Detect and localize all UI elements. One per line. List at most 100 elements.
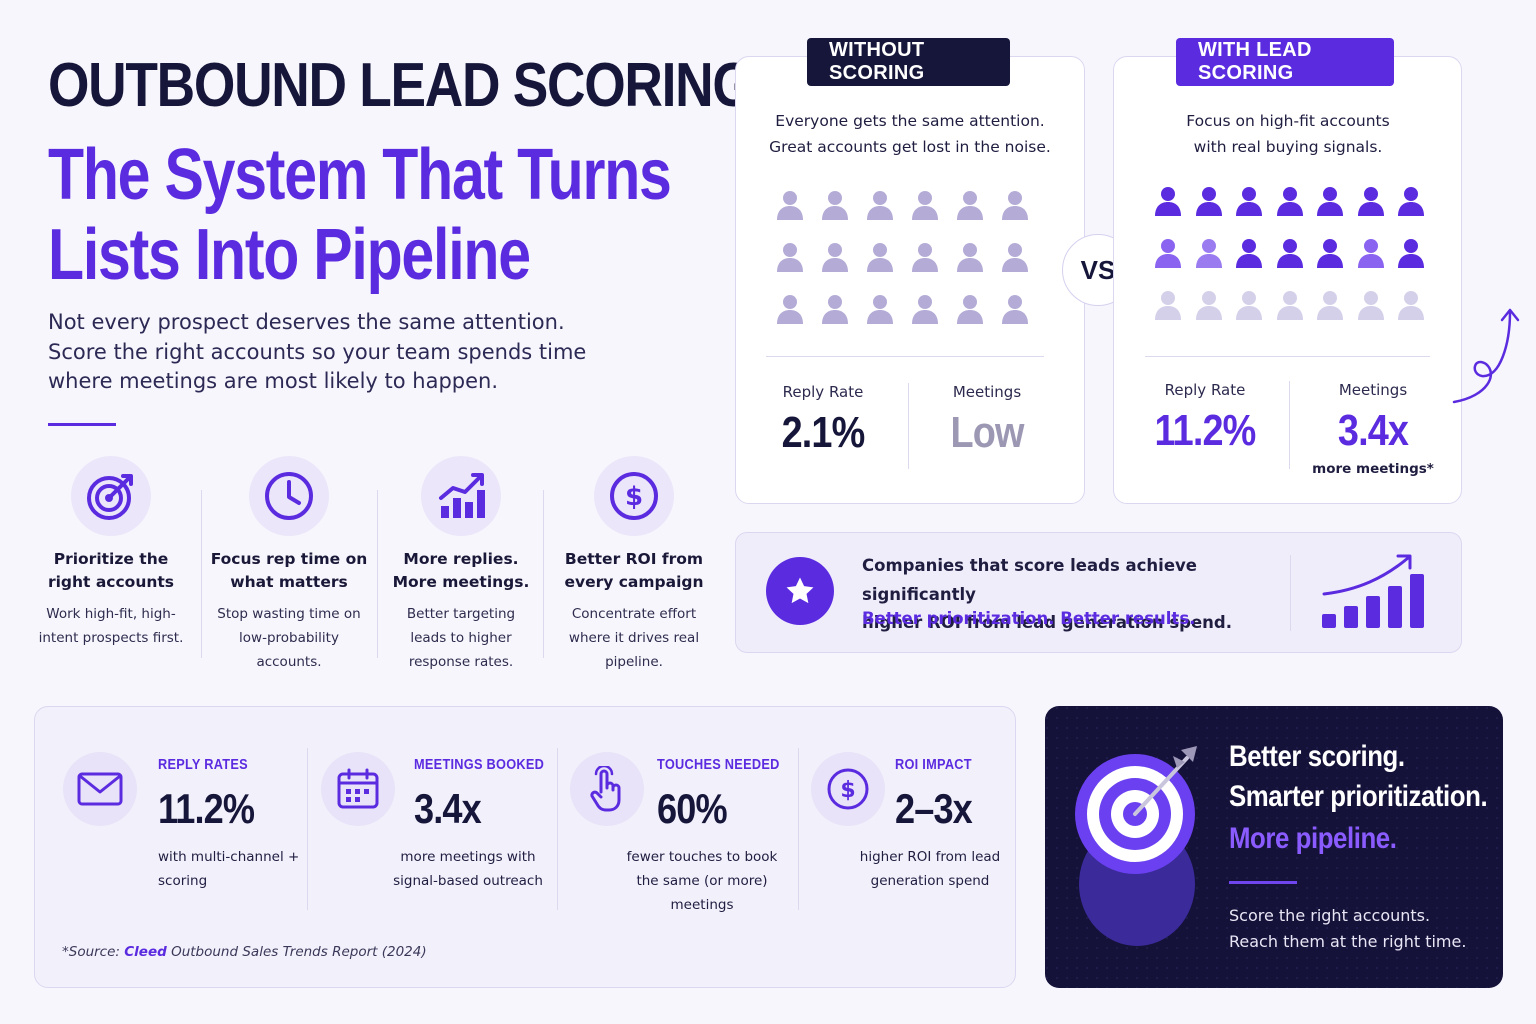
without-meetings-label: Meetings <box>952 383 1022 401</box>
target-icon <box>71 456 151 536</box>
feature-title: More replies. More meetings. <box>376 548 546 594</box>
person-icon <box>1234 186 1264 216</box>
banner-line: Companies that score leads achieve signi… <box>862 556 1197 604</box>
clock-icon <box>249 456 329 536</box>
dollar-icon: $ <box>811 752 885 826</box>
feature-divider <box>377 490 378 658</box>
feature-title-line: Focus rep time on <box>210 550 368 568</box>
subtitle-line-1: Not every prospect deserves the same att… <box>48 310 565 334</box>
metric-desc-line: more meetings with <box>400 849 536 865</box>
target-arrow-illustration <box>1045 706 1503 988</box>
pipeline-callout <box>1045 706 1503 988</box>
calendar-icon <box>321 752 395 826</box>
person-icon <box>910 294 940 324</box>
metric-desc-line: signal-based outreach <box>393 873 543 889</box>
card-desc-line: Focus on high-fit accounts <box>1186 112 1390 130</box>
feature-desc-line: Work high-fit, high- <box>46 606 176 622</box>
without-reply-rate-label: Reply Rate <box>782 383 864 401</box>
card-desc-line: Great accounts get lost in the noise. <box>769 138 1051 156</box>
with-meetings-label: Meetings <box>1338 381 1408 399</box>
banner-divider <box>1290 555 1291 631</box>
person-icon <box>820 242 850 272</box>
feature-title-line: what matters <box>230 573 348 591</box>
feature-desc: Work high-fit, high- intent prospects fi… <box>26 602 196 650</box>
feature-desc-line: pipeline. <box>605 654 663 670</box>
person-icon <box>1153 238 1183 268</box>
rising-bars-icon <box>1322 554 1424 628</box>
page-eyebrow: OUTBOUND LEAD SCORING <box>48 51 754 120</box>
roi-banner-accent: Better prioritization. Better results. <box>862 609 1196 628</box>
card-desc-line: Everyone gets the same attention. <box>775 112 1045 130</box>
without-reply-rate-value: 2.1% <box>781 408 866 457</box>
feature-desc: Concentrate effort where it drives real … <box>549 602 719 674</box>
without-meetings-value: Low <box>950 408 1024 457</box>
metric-desc-line: higher ROI from lead <box>859 849 1001 865</box>
person-icon <box>820 190 850 220</box>
person-icon <box>1356 290 1386 320</box>
banner-line: higher ROI from lead generation spend. <box>862 613 1233 632</box>
person-icon <box>1396 290 1426 320</box>
with-scoring-desc: Focus on high-fit accounts with real buy… <box>1118 108 1458 160</box>
person-icon <box>1000 242 1030 272</box>
card-divider <box>766 356 1044 357</box>
metric-desc-line: generation spend <box>870 873 990 889</box>
feature-title-line: every campaign <box>564 573 704 591</box>
without-scoring-card <box>735 56 1085 504</box>
person-icon <box>955 190 985 220</box>
metric-desc-line: fewer touches to book <box>626 849 778 865</box>
callout-line-1: Better scoring. <box>1229 740 1405 773</box>
feature-title-line: Prioritize the <box>53 550 169 568</box>
person-icon <box>775 294 805 324</box>
metric-desc: more meetings with signal-based outreach <box>388 845 548 893</box>
person-icon <box>1315 238 1345 268</box>
feature-divider <box>201 490 202 658</box>
metric-desc: with multi-channel + scoring <box>140 845 300 893</box>
card-divider <box>1145 356 1430 357</box>
person-icon <box>1356 238 1386 268</box>
person-icon <box>1315 186 1345 216</box>
feature-title-line: Better ROI from <box>564 550 704 568</box>
metric-desc: fewer touches to book the same (or more)… <box>606 845 798 917</box>
person-icon <box>775 242 805 272</box>
person-icon <box>910 242 940 272</box>
feature-desc-line: Better targeting <box>406 606 516 622</box>
title-line-2: Lists Into Pipeline <box>48 215 531 295</box>
feature-desc: Stop wasting time on low-probability acc… <box>204 602 374 674</box>
feature-prioritize: Prioritize the right accounts Work high-… <box>26 456 196 650</box>
growth-chart-icon <box>421 456 501 536</box>
source-brand: Cleed <box>124 944 167 960</box>
people-grid-without <box>775 190 1045 324</box>
person-icon <box>1275 290 1305 320</box>
source-prefix: *Source: <box>62 944 125 960</box>
person-icon <box>820 294 850 324</box>
person-icon <box>955 242 985 272</box>
svg-text:$: $ <box>625 482 643 512</box>
feature-title-line: More meetings. <box>392 573 530 591</box>
page-subtitle: Not every prospect deserves the same att… <box>48 308 648 397</box>
with-reply-rate-value: 11.2% <box>1154 406 1257 455</box>
callout-line-3: More pipeline. <box>1229 822 1397 855</box>
feature-better-roi: $ Better ROI from every campaign Concent… <box>549 456 719 674</box>
metric-divider <box>798 748 799 910</box>
person-icon <box>1234 238 1264 268</box>
with-meetings-value: 3.4x <box>1337 406 1409 455</box>
feature-title: Focus rep time on what matters <box>204 548 374 594</box>
person-icon <box>1194 186 1224 216</box>
pointer-hand-icon <box>570 752 644 826</box>
curly-arrow-icon <box>1452 308 1520 404</box>
person-icon <box>1194 238 1224 268</box>
feature-desc-line: response rates. <box>408 654 514 670</box>
feature-desc-line: leads to higher <box>410 630 512 646</box>
metric-label: REPLY RATES <box>158 757 248 773</box>
person-icon <box>1356 186 1386 216</box>
feature-desc-line: low-probability <box>239 630 339 646</box>
source-suffix: Outbound Sales Trends Report (2024) <box>166 944 427 960</box>
with-scoring-card <box>1113 56 1462 504</box>
with-scoring-tag: WITH LEAD SCORING <box>1176 38 1394 86</box>
feature-more-replies: More replies. More meetings. Better targ… <box>376 456 546 674</box>
feature-desc-line: intent prospects first. <box>38 630 184 646</box>
person-icon <box>1153 290 1183 320</box>
callout-divider <box>1229 881 1297 884</box>
roi-banner-text: Companies that score leads achieve signi… <box>862 552 1282 638</box>
dollar-icon: $ <box>594 456 674 536</box>
